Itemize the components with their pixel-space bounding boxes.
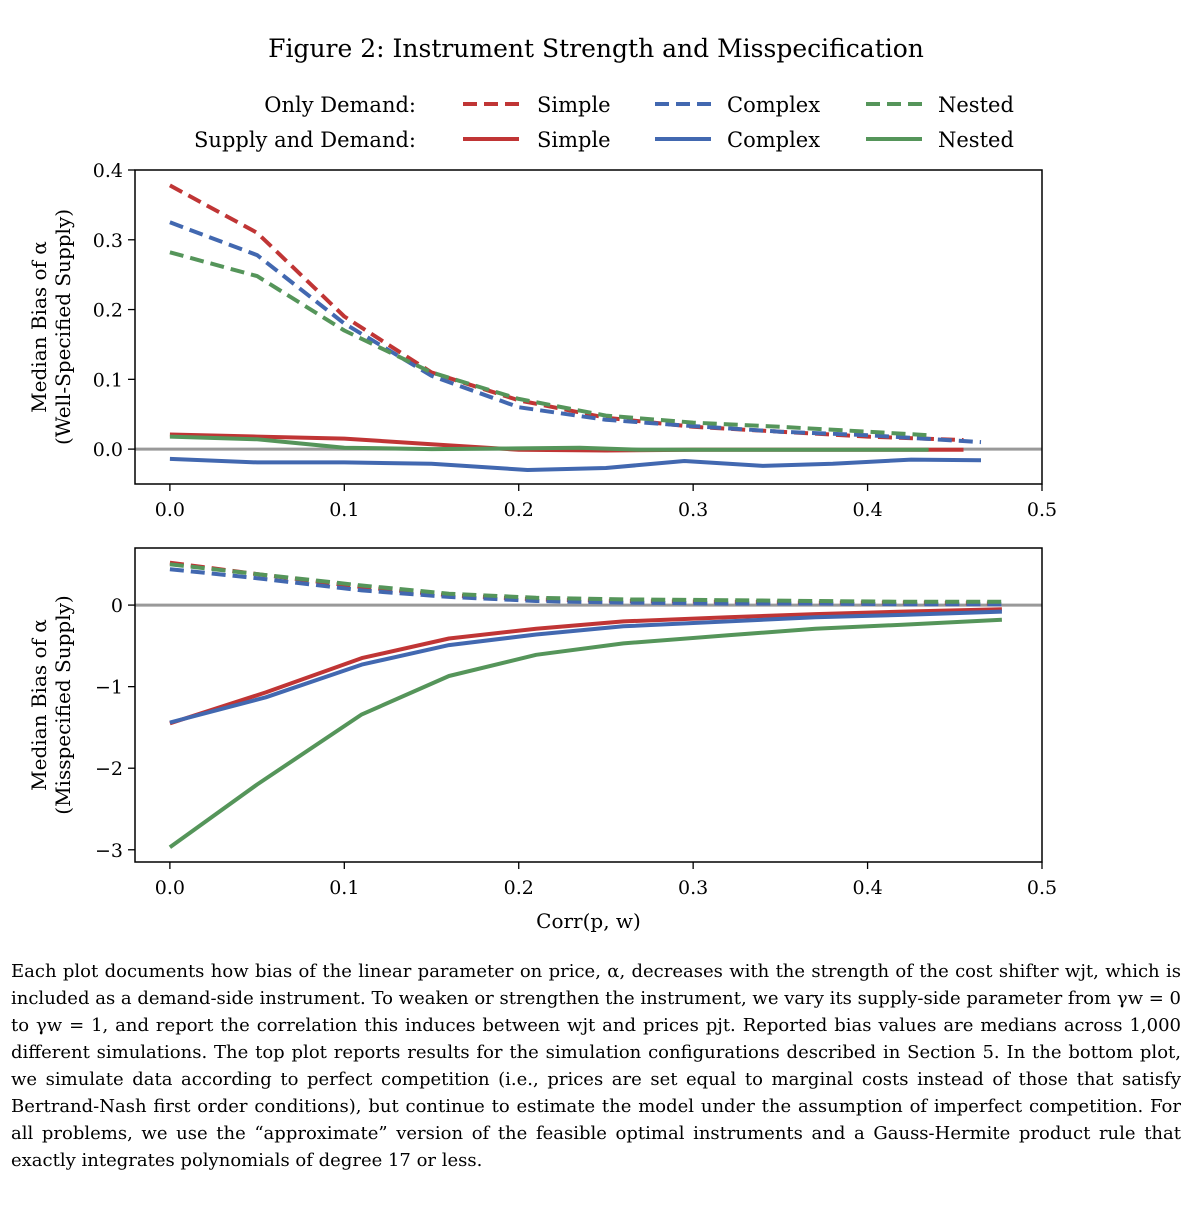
series-line-complex-only-demand bbox=[169, 220, 982, 445]
y-tick-label: 0.4 bbox=[93, 160, 123, 182]
x-tick-label: 0.2 bbox=[504, 877, 534, 899]
x-tick-label: 0.5 bbox=[1027, 877, 1057, 899]
axes-frame bbox=[134, 169, 1043, 485]
x-tick-label: 0.4 bbox=[852, 877, 882, 899]
y-tick-label: 0.1 bbox=[93, 369, 123, 391]
series-line-complex-supply-and-demand bbox=[169, 456, 982, 472]
chart-panel-top: 0.0 0.1 0.2 0.3 0.4 0.5 0.0 0.1 0.2 0.3 0.4 Median … bbox=[27, 160, 1057, 521]
chart-panel-bottom: 0.0 0.1 0.2 0.3 0.4 0.5 −3 −2 −1 0 Median Bias of … bbox=[27, 547, 1057, 933]
x-tick-label: 0.1 bbox=[329, 877, 359, 899]
y-tick-label: 0.3 bbox=[93, 230, 123, 252]
series-line-nested-supply-and-demand bbox=[169, 434, 929, 452]
y-axis-label: Median Bias of α(Well-Specified Supply) bbox=[27, 209, 75, 445]
series-line-complex-supply-and-demand bbox=[169, 609, 1002, 725]
series-line-nested-only-demand bbox=[169, 250, 929, 438]
legend-entry-nested-dashed: Nested bbox=[938, 93, 1014, 117]
y-axis-label: Median Bias of α(Misspecified Supply) bbox=[27, 595, 75, 814]
x-tick-label: 0.0 bbox=[155, 499, 185, 521]
legend-row-label-supply-demand: Supply and Demand: bbox=[194, 128, 416, 152]
legend-entry-complex-solid: Complex bbox=[727, 128, 821, 152]
y-tick-label: −2 bbox=[95, 758, 123, 780]
y-tick-label: −1 bbox=[95, 677, 123, 699]
series-line-simple-only-demand bbox=[168, 183, 964, 442]
y-tick-label: 0 bbox=[111, 595, 123, 617]
x-tick-label: 0.3 bbox=[678, 877, 708, 899]
x-tick-label: 0.3 bbox=[678, 499, 708, 521]
figure-caption: Each plot documents how bias of the line… bbox=[11, 961, 1181, 1171]
x-tick-label: 0.0 bbox=[155, 877, 185, 899]
legend-entry-simple-dashed: Simple bbox=[537, 93, 611, 117]
y-tick-label: 0.0 bbox=[93, 439, 123, 461]
series-line-simple-only-demand bbox=[169, 560, 1002, 606]
legend-row-label-only-demand: Only Demand: bbox=[264, 93, 416, 117]
x-tick-label: 0.1 bbox=[329, 499, 359, 521]
series-line-nested-supply-and-demand bbox=[168, 617, 1002, 849]
y-tick-label: 0.2 bbox=[93, 300, 123, 322]
axes-frame bbox=[134, 547, 1043, 863]
legend-swatches bbox=[463, 102, 922, 141]
x-tick-label: 0.4 bbox=[852, 499, 882, 521]
x-tick-label: 0.2 bbox=[504, 499, 534, 521]
x-axis-label: Corr(p, w) bbox=[536, 909, 641, 933]
series-line-simple-supply-and-demand bbox=[169, 607, 1002, 726]
legend-entry-complex-dashed: Complex bbox=[727, 93, 821, 117]
legend-entry-nested-solid: Nested bbox=[938, 128, 1014, 152]
y-tick-label: −3 bbox=[95, 840, 123, 862]
chart-figure: 0.0 0.1 0.2 0.3 0.4 0.5 0.0 0.1 0.2 0.3 0.4 Median … bbox=[27, 102, 1057, 933]
series-line-nested-only-demand bbox=[169, 562, 1002, 604]
legend-entry-simple-solid: Simple bbox=[537, 128, 611, 152]
figure-title: Figure 2: Instrument Strength and Misspe… bbox=[268, 34, 924, 63]
series-line-complex-only-demand bbox=[169, 567, 1002, 607]
x-tick-label: 0.5 bbox=[1027, 499, 1057, 521]
